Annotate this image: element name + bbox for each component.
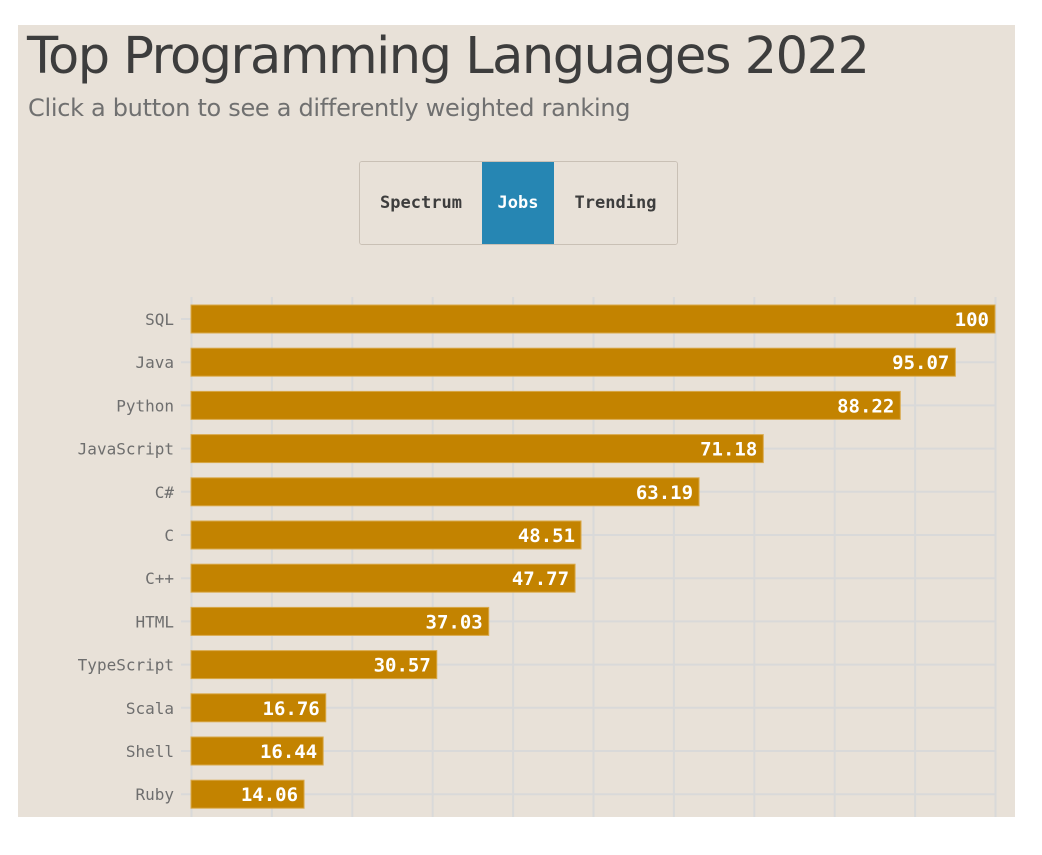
bars bbox=[190, 304, 996, 809]
bar-ruby bbox=[190, 779, 305, 809]
value-label: 48.51 bbox=[518, 525, 575, 547]
category-label: Python bbox=[116, 396, 174, 415]
spectrum-button[interactable]: Spectrum bbox=[360, 162, 482, 244]
category-label: TypeScript bbox=[78, 656, 174, 675]
bar-c- bbox=[190, 477, 700, 507]
category-label: JavaScript bbox=[78, 440, 174, 459]
value-label: 16.76 bbox=[263, 698, 320, 720]
bar-chart: SQL Java Python JavaScript C# C C++ HTML TypeScr… bbox=[78, 297, 997, 817]
category-label: Shell bbox=[126, 742, 174, 761]
value-label: 63.19 bbox=[636, 482, 693, 504]
category-label: C bbox=[164, 526, 174, 545]
value-labels: 100 95.07 88.22 71.18 63.19 48.51 47.77 37.03 30… bbox=[241, 309, 989, 806]
bar-c- bbox=[190, 563, 576, 593]
value-label: 16.44 bbox=[260, 741, 317, 763]
value-label: 71.18 bbox=[700, 439, 757, 461]
bar-html bbox=[190, 606, 490, 636]
value-label: 95.07 bbox=[892, 352, 949, 374]
value-label: 47.77 bbox=[512, 568, 569, 590]
category-label: Java bbox=[135, 353, 174, 372]
value-label: 30.57 bbox=[374, 655, 431, 677]
value-label: 14.06 bbox=[241, 784, 298, 806]
bar-shell bbox=[190, 736, 324, 766]
page-subtitle: Click a button to see a differently weig… bbox=[28, 94, 631, 122]
category-label: HTML bbox=[135, 612, 174, 631]
value-label: 37.03 bbox=[426, 611, 483, 633]
category-label: Ruby bbox=[135, 785, 174, 804]
gridlines bbox=[181, 297, 997, 817]
ranking-button-group: Spectrum Jobs Trending bbox=[359, 161, 678, 245]
category-label: SQL bbox=[145, 310, 174, 329]
bar-python bbox=[190, 390, 901, 420]
category-label: Scala bbox=[126, 699, 174, 718]
bar-sql bbox=[190, 304, 996, 334]
bar-scala bbox=[190, 693, 327, 723]
page-title: Top Programming Languages 2022 bbox=[27, 27, 870, 86]
chart-panel: Top Programming Languages 2022 Click a b… bbox=[18, 25, 1015, 817]
category-label: C++ bbox=[145, 569, 174, 588]
value-label: 100 bbox=[955, 309, 989, 331]
value-label: 88.22 bbox=[837, 395, 894, 417]
jobs-button[interactable]: Jobs bbox=[482, 162, 554, 244]
trending-button[interactable]: Trending bbox=[554, 162, 677, 244]
bar-c bbox=[190, 520, 582, 550]
bar-typescript bbox=[190, 650, 438, 680]
bar-java bbox=[190, 347, 956, 377]
category-labels: SQL Java Python JavaScript C# C C++ HTML TypeScr… bbox=[78, 310, 175, 804]
category-label: C# bbox=[155, 483, 175, 502]
bar-javascript bbox=[190, 434, 764, 464]
